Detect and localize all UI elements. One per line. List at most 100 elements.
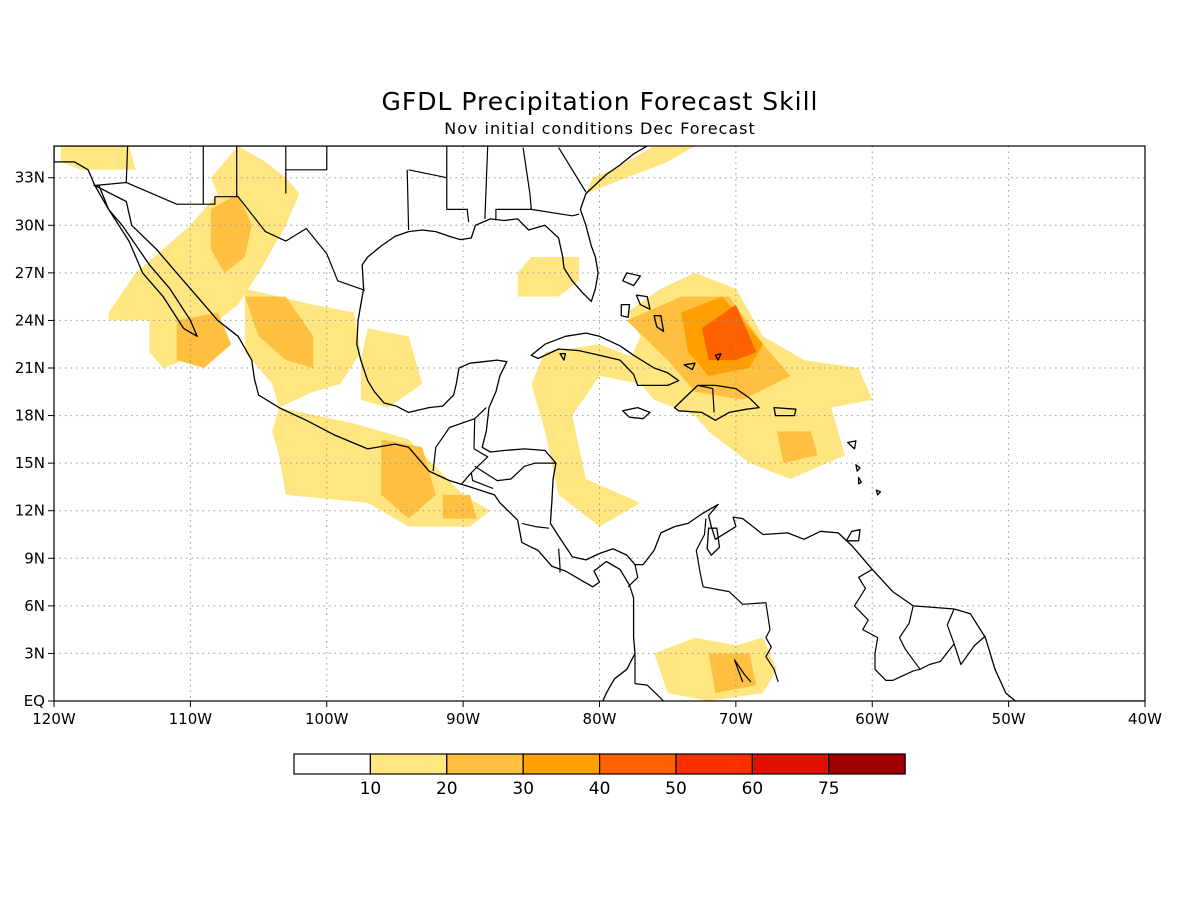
lat-tick-label: 21N bbox=[15, 359, 45, 377]
coastline-11 bbox=[683, 362, 696, 371]
skill-region-6 bbox=[531, 344, 641, 527]
border-line-22 bbox=[408, 169, 470, 223]
colorbar-label-1: 20 bbox=[436, 779, 458, 799]
border-line-2 bbox=[473, 418, 476, 449]
coastline-9 bbox=[635, 294, 651, 310]
border-line-28 bbox=[558, 147, 587, 193]
lat-tick-label: 33N bbox=[15, 169, 45, 187]
lon-tick-label: 60W bbox=[855, 710, 889, 728]
lake-outline-0 bbox=[706, 527, 721, 557]
colorbar-label-0: 10 bbox=[360, 779, 382, 799]
skill-region-3 bbox=[360, 328, 423, 408]
border-line-29 bbox=[285, 146, 328, 171]
coastline-13 bbox=[714, 353, 722, 361]
border-line-7 bbox=[558, 548, 561, 573]
border-line-16 bbox=[634, 653, 665, 701]
lat-tick-label: 27N bbox=[15, 264, 45, 282]
border-line-5 bbox=[474, 462, 556, 482]
border-line-13 bbox=[919, 608, 955, 670]
colorbar-swatch-0 bbox=[293, 753, 372, 775]
colorbar-label-6: 75 bbox=[818, 779, 840, 799]
lat-tick-label: 3N bbox=[24, 644, 45, 662]
skill-region-8 bbox=[585, 146, 695, 194]
border-line-24 bbox=[495, 208, 532, 221]
border-line-1 bbox=[432, 407, 487, 472]
colorbar-label-2: 30 bbox=[512, 779, 534, 799]
graticule-layer bbox=[54, 146, 1145, 701]
colorbar-swatch-6 bbox=[751, 753, 830, 775]
border-line-8 bbox=[627, 564, 639, 588]
border-line-19 bbox=[125, 146, 129, 183]
coastline-5 bbox=[773, 406, 797, 417]
political-borders-layer bbox=[93, 146, 986, 701]
lat-tick-label: 18N bbox=[15, 407, 45, 425]
border-line-4 bbox=[470, 472, 494, 490]
coastline-2 bbox=[530, 332, 680, 387]
skill-region-19 bbox=[701, 304, 757, 361]
colorbar-swatch-4 bbox=[598, 753, 677, 775]
lat-tick-label: 24N bbox=[15, 311, 45, 329]
coastline-4 bbox=[622, 406, 651, 420]
skill-region-1 bbox=[108, 146, 300, 368]
coastline-6 bbox=[845, 529, 861, 542]
coastline-0 bbox=[94, 184, 198, 337]
coastline-1 bbox=[54, 146, 1145, 701]
colorbar-label-3: 40 bbox=[589, 779, 611, 799]
lon-tick-label: 40W bbox=[1128, 710, 1162, 728]
skill-region-10 bbox=[210, 193, 252, 273]
coastline-3 bbox=[673, 384, 760, 421]
border-line-10 bbox=[695, 518, 779, 683]
lon-tick-label: 110W bbox=[169, 710, 213, 728]
border-line-25 bbox=[522, 147, 532, 210]
border-line-6 bbox=[521, 522, 550, 529]
border-line-12 bbox=[898, 605, 921, 670]
coastline-17 bbox=[875, 489, 882, 496]
lat-tick-label: EQ bbox=[24, 692, 45, 710]
skill-region-11 bbox=[244, 296, 314, 368]
lon-tick-label: 50W bbox=[992, 710, 1026, 728]
border-line-11 bbox=[853, 568, 921, 682]
border-line-0 bbox=[93, 181, 366, 291]
coastline-12 bbox=[559, 353, 567, 361]
skill-region-13 bbox=[381, 439, 436, 519]
colorbar-swatch-7 bbox=[828, 753, 906, 775]
colorbar-legend: 10 20 30 40 50 60 75 bbox=[293, 753, 906, 799]
colorbar-swatch-3 bbox=[522, 753, 601, 775]
border-line-3 bbox=[461, 448, 489, 485]
skill-region-0 bbox=[60, 146, 136, 170]
map-panel bbox=[54, 146, 1145, 701]
figure-subtitle: Nov initial conditions Dec Forecast bbox=[444, 119, 756, 138]
skill-region-17 bbox=[708, 653, 757, 694]
colorbar-swatch-2 bbox=[446, 753, 524, 775]
lon-tick-label: 70W bbox=[719, 710, 753, 728]
border-line-23 bbox=[484, 146, 489, 219]
border-line-21 bbox=[406, 169, 410, 231]
coastline-8 bbox=[620, 303, 631, 318]
skill-region-14 bbox=[442, 494, 477, 519]
coastline-10 bbox=[653, 315, 665, 333]
lon-tick-label: 100W bbox=[305, 710, 349, 728]
lat-tick-label: 15N bbox=[15, 454, 45, 472]
colorbar-label-4: 50 bbox=[665, 779, 687, 799]
colorbar-swatch-5 bbox=[675, 753, 754, 775]
coastline-14 bbox=[847, 440, 857, 450]
border-line-9 bbox=[697, 384, 715, 413]
axis-ticks-layer: 120W 110W 100W 90W 80W 70W 60W 50W 40W EQ 3N 6N 9N 12… bbox=[15, 169, 1162, 728]
coastline-16 bbox=[857, 476, 862, 485]
skill-region-16 bbox=[776, 431, 818, 464]
coastline-layer bbox=[54, 146, 1145, 701]
figure-title: GFDL Precipitation Forecast Skill bbox=[381, 87, 818, 116]
skill-region-12 bbox=[176, 312, 232, 368]
border-line-26 bbox=[531, 208, 580, 217]
lat-tick-label: 12N bbox=[15, 502, 45, 520]
lon-tick-label: 90W bbox=[446, 710, 480, 728]
lat-tick-label: 9N bbox=[24, 549, 45, 567]
lat-tick-label: 30N bbox=[15, 216, 45, 234]
lon-tick-label: 80W bbox=[583, 710, 617, 728]
coastline-15 bbox=[855, 464, 861, 472]
lat-tick-label: 6N bbox=[24, 597, 45, 615]
border-line-14 bbox=[953, 635, 986, 666]
coastline-7 bbox=[622, 272, 642, 287]
border-line-15 bbox=[733, 659, 752, 683]
